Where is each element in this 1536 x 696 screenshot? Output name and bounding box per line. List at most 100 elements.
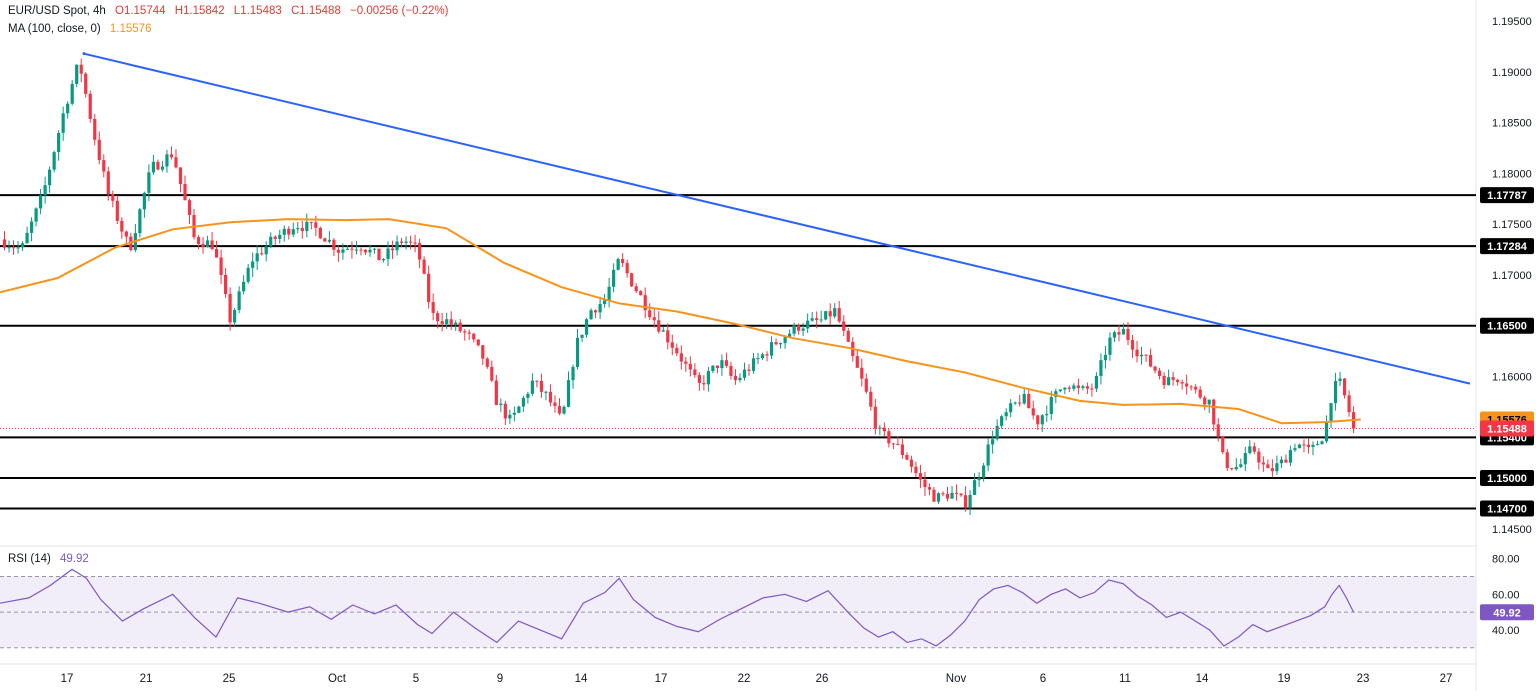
candle — [986, 438, 990, 472]
candle — [1049, 390, 1053, 421]
candle — [801, 322, 805, 337]
candle — [2, 231, 7, 251]
candle — [1045, 405, 1049, 422]
candle — [747, 364, 751, 376]
candle-body — [982, 465, 986, 478]
time-tick-label-1: 21 — [140, 673, 153, 685]
candle-body — [742, 369, 747, 378]
price-tick-label-1: 1.19000 — [1492, 67, 1532, 79]
candle-body — [1284, 459, 1288, 463]
candle — [1018, 394, 1022, 407]
candle-body — [959, 493, 963, 496]
candle — [300, 220, 304, 239]
candle — [566, 371, 571, 408]
candle-body — [205, 240, 210, 248]
candle — [1338, 371, 1342, 387]
candle-body — [1320, 441, 1324, 445]
candle — [774, 338, 778, 346]
candle-body — [1338, 378, 1342, 382]
candle — [481, 345, 485, 365]
candle — [819, 310, 823, 323]
ma-legend: MA (100, close, 0) 1.15576 — [8, 23, 157, 35]
candle-body — [372, 248, 377, 250]
candle — [1212, 398, 1216, 431]
candle-body — [1306, 444, 1311, 447]
candle — [1320, 440, 1324, 445]
candle — [1076, 378, 1080, 395]
candle — [440, 312, 444, 332]
candle — [323, 237, 327, 242]
candle — [499, 398, 503, 412]
candle-body — [860, 367, 864, 379]
candle — [381, 258, 386, 263]
candle-body — [539, 381, 544, 392]
candle — [860, 358, 864, 387]
candle-body — [1257, 451, 1261, 463]
candle — [720, 354, 724, 376]
candle — [923, 471, 927, 497]
candle-body — [332, 239, 336, 250]
candle-body — [1094, 375, 1099, 389]
candle-body — [589, 310, 593, 320]
candle-body — [1153, 366, 1157, 371]
candle-body — [237, 291, 241, 310]
candle-body — [1342, 378, 1347, 396]
candle-body — [79, 64, 83, 74]
candle — [1036, 414, 1040, 431]
candle — [1126, 321, 1130, 346]
candle — [1085, 382, 1089, 394]
candle-body — [557, 406, 562, 414]
candle — [688, 356, 692, 377]
candle — [386, 241, 390, 266]
candle-body — [282, 228, 286, 235]
candle-body — [120, 220, 124, 232]
candle — [882, 422, 886, 437]
rsi-label: RSI (14) — [8, 553, 51, 565]
last-price-badge: 1.15488 — [1480, 420, 1534, 437]
candle-body — [1297, 444, 1302, 449]
candle — [760, 352, 765, 361]
candle-body — [1266, 464, 1270, 469]
time-tick-label-14: 19 — [1278, 673, 1291, 685]
candle — [20, 241, 25, 251]
candle — [427, 265, 431, 309]
candle — [282, 225, 286, 242]
candle — [1180, 379, 1184, 390]
candle-body — [1225, 452, 1229, 469]
candle-body — [1288, 450, 1293, 463]
candle — [142, 191, 146, 218]
candle — [25, 226, 29, 244]
candle-body — [381, 259, 386, 261]
candle — [783, 336, 787, 349]
candle-body — [1279, 459, 1284, 464]
candle — [377, 248, 381, 261]
candle-body — [1000, 416, 1004, 426]
candle — [855, 349, 859, 369]
candle — [1239, 458, 1243, 469]
candles — [2, 58, 1356, 516]
candle — [833, 303, 837, 319]
candle-body — [29, 221, 34, 233]
level-badge-1: 1.17284 — [1480, 238, 1534, 255]
time-tick-label-3: Oct — [328, 673, 347, 685]
candle-body — [1031, 408, 1035, 416]
candle-body — [571, 366, 575, 381]
candle — [1094, 372, 1099, 392]
candle-body — [593, 310, 598, 313]
candle — [205, 235, 210, 248]
candle-body — [720, 360, 724, 369]
candle — [111, 190, 115, 208]
candle — [842, 315, 846, 337]
candle — [210, 232, 214, 251]
candle-body — [968, 494, 972, 508]
candle — [1306, 438, 1311, 454]
candle — [815, 311, 819, 329]
candle — [1288, 445, 1293, 467]
candle — [1121, 323, 1126, 335]
candle — [1234, 458, 1238, 471]
candle-body — [666, 330, 670, 343]
candle-body — [548, 391, 553, 403]
candle-body — [359, 249, 363, 251]
candle-body — [639, 291, 643, 296]
